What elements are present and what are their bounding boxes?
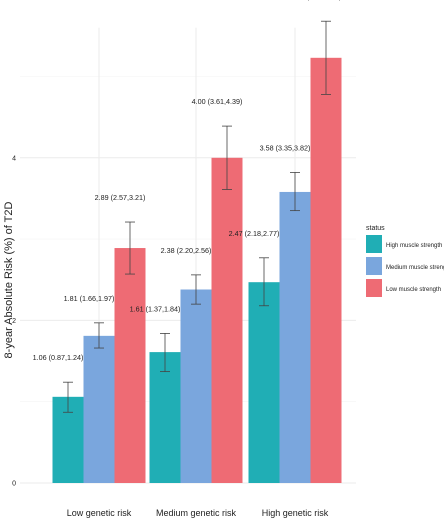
x-tick-label: Medium genetic risk [156, 508, 237, 518]
y-tick-label: 0 [12, 481, 16, 488]
bars-layer [52, 57, 342, 484]
y-axis-ticks: 0 2 4 [12, 155, 16, 487]
legend-label: Low muscle strength [386, 287, 441, 293]
legend-swatch [366, 257, 382, 275]
x-tick-label: Low genetic risk [67, 508, 132, 518]
data-labels-layer: 1.06 (0.87,1.24) 1.61 (1.37,1.84) 2.47 (2.… [33, 0, 342, 362]
error-bars-layer [63, 20, 331, 413]
bar [310, 57, 342, 484]
data-label: 4.00 (3.61,4.39) [192, 97, 243, 106]
x-tick-label: High genetic risk [262, 508, 329, 518]
legend: status High muscle strength Medium muscle… [366, 225, 444, 297]
bar [83, 335, 115, 483]
legend-label: Medium muscle strength [386, 265, 444, 271]
y-axis-label: 8-year Absolute Risk (%) of T2D [3, 201, 15, 358]
bar [180, 289, 212, 483]
data-label: 2.89 (2.57,3.21) [95, 193, 146, 202]
data-label: 1.06 (0.87,1.24) [33, 353, 84, 362]
bar [279, 191, 311, 484]
data-label: 2.47 (2.18,2.77) [229, 229, 280, 238]
data-label: 2.38 (2.20,2.56) [161, 246, 212, 255]
y-tick-label: 4 [12, 155, 16, 162]
bar [211, 157, 243, 484]
legend-items: High muscle strength Medium muscle streng… [366, 235, 444, 297]
legend-title: status [366, 225, 385, 232]
bar [149, 352, 181, 483]
data-label: 5.23 (4.78,5.68) [291, 0, 342, 1]
legend-label: High muscle strength [386, 243, 442, 249]
y-tick-label: 2 [12, 318, 16, 325]
bar [114, 248, 146, 483]
x-axis-ticks: Low genetic risk Medium genetic risk High … [67, 508, 329, 518]
data-label: 1.81 (1.66,1.97) [64, 294, 115, 303]
legend-swatch [366, 235, 382, 253]
legend-swatch [366, 279, 382, 297]
data-label: 3.58 (3.35,3.82) [260, 143, 311, 152]
data-label: 1.61 (1.37,1.84) [130, 304, 181, 313]
bar [248, 282, 280, 483]
